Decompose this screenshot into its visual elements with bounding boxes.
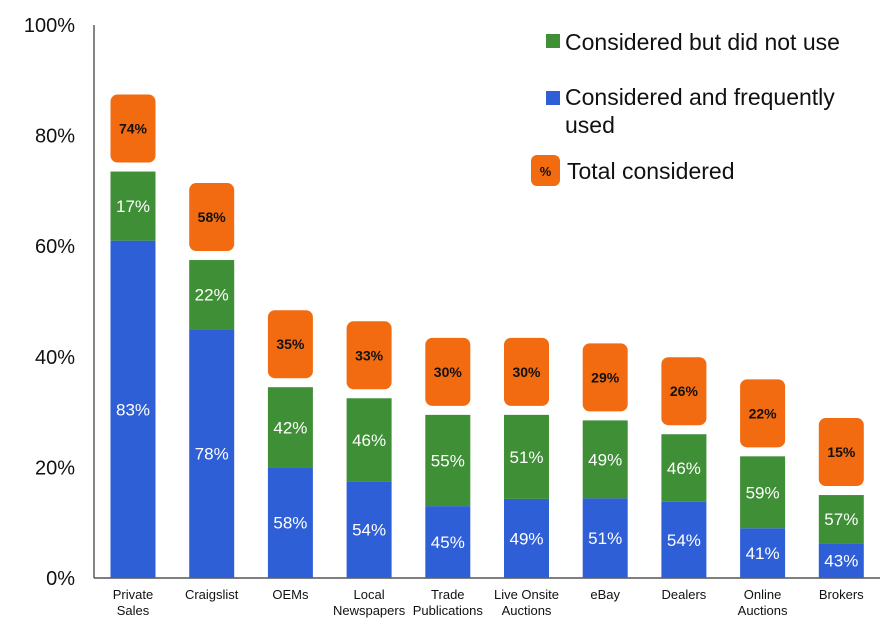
bar-label-did-not-use: 17% [116,197,150,216]
bar-segment-did-not-use [189,260,235,330]
bar-segment-did-not-use [504,414,549,499]
bar-label-frequently-used: 58% [273,514,307,533]
bar-segment-frequently-used [267,467,313,578]
legend-label-total-considered: Total considered [567,158,735,184]
bar-segment-frequently-used [110,240,156,579]
bar-label-frequently-used: 41% [746,544,780,563]
x-category-label: Auctions [738,603,788,618]
bar-label-frequently-used: 43% [824,552,858,571]
bar-segment-did-not-use [110,171,156,241]
total-considered-label: 22% [749,405,778,421]
legend-swatch-total-considered [531,155,560,186]
x-category-label: Newspapers [333,603,406,618]
x-category-label: Sales [117,603,150,618]
bar-segment-did-not-use [661,434,707,502]
y-tick-label: 20% [35,457,75,479]
y-tick-label: 80% [35,126,75,148]
total-considered-box [346,321,392,390]
bar-label-did-not-use: 51% [509,448,543,467]
total-considered-box [818,418,864,487]
y-tick-label: 0% [46,568,75,590]
bar-segment-did-not-use [740,456,786,529]
x-category-label: Online [744,587,782,602]
bar-segment-frequently-used [425,506,471,578]
x-category-label: Craigslist [185,587,239,602]
bar-segment-frequently-used [504,498,549,578]
bar-label-did-not-use: 46% [352,431,386,450]
bar-label-frequently-used: 51% [588,529,622,548]
bar-label-did-not-use: 42% [273,418,307,437]
bar-segment-frequently-used [346,481,392,578]
bar-label-did-not-use: 57% [824,510,858,529]
total-considered-box [661,357,707,426]
total-considered-label: 74% [119,121,148,137]
x-category-label: Dealers [662,587,707,602]
x-category-label: Trade [431,587,464,602]
bar-label-frequently-used: 83% [116,400,150,419]
legend-label-did-not-use: Considered but did not use [565,29,840,55]
total-considered-label: 33% [355,347,384,363]
total-considered-box [189,183,235,252]
bar-segment-did-not-use [346,398,392,482]
bar-label-frequently-used: 49% [509,529,543,548]
y-tick-label: 40% [35,347,75,369]
legend-swatch-frequently-used [546,91,560,105]
bar-segment-frequently-used [582,498,628,578]
x-category-label: Live Onsite [494,587,559,602]
total-considered-box [425,337,471,406]
bar-segment-frequently-used [740,528,786,578]
bar-segment-did-not-use [582,420,628,499]
bar-label-frequently-used: 78% [195,445,229,464]
bar-segment-frequently-used [661,501,707,578]
x-category-label: Publications [413,603,484,618]
y-tick-label: 100% [24,15,75,37]
x-category-label: eBay [590,587,620,602]
x-category-label: Auctions [502,603,552,618]
y-tick-label: 60% [35,236,75,258]
bar-label-frequently-used: 54% [667,531,701,550]
bar-segment-frequently-used [818,543,864,578]
total-considered-label: 30% [434,364,463,380]
total-considered-box [740,379,786,448]
total-considered-box [267,310,313,379]
total-considered-box [110,94,156,163]
bar-label-did-not-use: 49% [588,450,622,469]
bar-label-did-not-use: 22% [195,286,229,305]
total-considered-label: 15% [827,444,856,460]
total-considered-label: 26% [670,383,699,399]
total-considered-label: 30% [512,364,541,380]
bar-segment-did-not-use [267,387,313,468]
total-considered-label: 29% [591,369,620,385]
bar-segment-frequently-used [189,329,235,578]
bar-label-did-not-use: 59% [746,483,780,502]
x-category-label: Private [113,587,153,602]
bar-label-did-not-use: 55% [431,451,465,470]
x-category-label: Local [354,587,385,602]
bar-label-did-not-use: 46% [667,459,701,478]
bar-segment-did-not-use [818,495,864,544]
total-considered-label: 35% [276,336,305,352]
legend-swatch-did-not-use [546,34,560,48]
bar-segment-did-not-use [425,414,471,507]
bar-label-frequently-used: 54% [352,521,386,540]
x-category-label: OEMs [272,587,309,602]
total-considered-label: 58% [198,209,227,225]
legend-marker-percent: % [540,164,552,179]
legend-label-frequently-used: Considered and frequently [565,84,835,110]
total-considered-box [582,343,628,412]
legend-label-frequently-used: used [565,112,615,138]
total-considered-box [504,337,549,406]
bar-label-frequently-used: 45% [431,533,465,552]
x-category-label: Brokers [819,587,864,602]
